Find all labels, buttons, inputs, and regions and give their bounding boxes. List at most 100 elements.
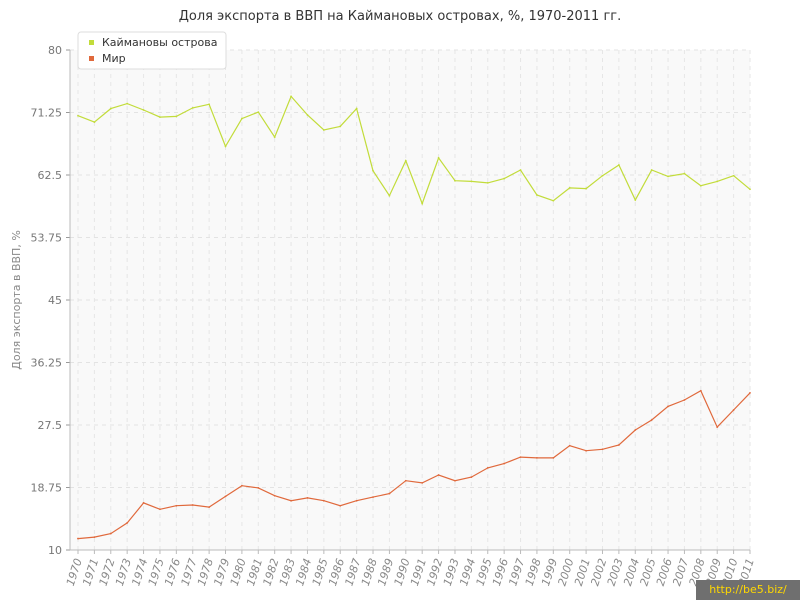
data-point bbox=[109, 107, 112, 110]
data-point bbox=[241, 117, 243, 120]
data-point bbox=[683, 172, 686, 175]
data-point bbox=[388, 492, 391, 495]
legend-swatch bbox=[89, 40, 94, 45]
legend-swatch bbox=[89, 56, 94, 61]
data-point bbox=[355, 499, 358, 502]
data-point bbox=[388, 194, 391, 197]
chart-title: Доля экспорта в ВВП на Каймановых остров… bbox=[178, 9, 622, 24]
y-tick-label: 36.25 bbox=[31, 357, 63, 370]
data-point bbox=[306, 496, 309, 499]
data-point bbox=[339, 125, 342, 128]
data-point bbox=[208, 506, 211, 509]
data-point bbox=[191, 504, 194, 506]
data-point bbox=[699, 184, 702, 187]
legend-label: Мир bbox=[102, 52, 126, 65]
data-point bbox=[322, 129, 325, 131]
data-point bbox=[142, 109, 145, 111]
data-point bbox=[519, 456, 522, 459]
data-point bbox=[732, 174, 735, 177]
y-tick-label: 45 bbox=[48, 294, 62, 307]
data-point bbox=[404, 159, 407, 162]
data-point bbox=[536, 456, 538, 459]
data-point bbox=[601, 174, 604, 177]
data-point bbox=[437, 156, 440, 159]
data-point bbox=[667, 405, 669, 408]
data-point bbox=[159, 116, 161, 119]
data-point bbox=[93, 121, 96, 124]
data-point bbox=[667, 175, 669, 178]
data-point bbox=[175, 504, 178, 507]
data-point bbox=[77, 537, 79, 540]
data-point bbox=[716, 426, 719, 429]
data-point bbox=[175, 115, 178, 118]
data-point bbox=[585, 187, 587, 190]
data-point bbox=[421, 481, 424, 484]
watermark[interactable]: http://be5.biz/ bbox=[696, 580, 800, 600]
data-point bbox=[208, 103, 211, 106]
data-point bbox=[486, 181, 489, 184]
data-point bbox=[322, 499, 325, 502]
data-point bbox=[109, 532, 112, 535]
data-point bbox=[470, 476, 473, 479]
data-point bbox=[224, 145, 227, 148]
data-point bbox=[355, 107, 358, 110]
data-point bbox=[437, 474, 440, 476]
data-point bbox=[306, 114, 309, 116]
data-point bbox=[372, 496, 374, 499]
data-point bbox=[568, 444, 571, 447]
series-line-0 bbox=[77, 95, 751, 206]
data-point bbox=[93, 536, 96, 539]
y-axis-title: Доля экспорта в ВВП, % bbox=[10, 230, 23, 370]
data-point bbox=[732, 409, 735, 411]
data-point bbox=[241, 484, 243, 487]
data-point bbox=[585, 449, 587, 452]
data-point bbox=[617, 444, 620, 446]
data-point bbox=[650, 419, 653, 421]
data-point bbox=[191, 106, 194, 109]
data-point bbox=[503, 462, 506, 465]
data-point bbox=[404, 479, 407, 482]
data-point bbox=[486, 466, 489, 469]
data-point bbox=[126, 102, 129, 105]
data-point bbox=[372, 169, 374, 172]
data-point bbox=[749, 188, 751, 191]
data-point bbox=[503, 177, 506, 180]
data-point bbox=[519, 169, 522, 171]
y-tick-label: 62.5 bbox=[38, 169, 63, 182]
data-point bbox=[552, 456, 555, 459]
y-tick-label: 18.75 bbox=[31, 482, 63, 495]
data-point bbox=[273, 494, 276, 497]
data-point bbox=[454, 479, 456, 482]
data-point bbox=[421, 202, 424, 205]
legend-box bbox=[77, 31, 227, 70]
data-point bbox=[224, 495, 227, 498]
data-point bbox=[273, 136, 276, 139]
y-tick-label: 71.25 bbox=[31, 107, 63, 120]
data-point bbox=[650, 169, 653, 171]
data-point bbox=[716, 180, 719, 183]
data-point bbox=[142, 501, 145, 504]
y-tick-label: 80 bbox=[48, 44, 62, 57]
data-point bbox=[601, 448, 604, 451]
data-point bbox=[634, 199, 637, 201]
data-point bbox=[699, 389, 702, 392]
data-point bbox=[634, 429, 637, 431]
data-point bbox=[339, 504, 342, 507]
y-tick-label: 53.75 bbox=[31, 232, 63, 245]
y-tick-label: 10 bbox=[48, 544, 62, 557]
data-point bbox=[290, 499, 292, 502]
data-point bbox=[290, 95, 292, 98]
data-point bbox=[683, 399, 686, 401]
data-point bbox=[257, 486, 260, 489]
data-point bbox=[159, 508, 161, 511]
data-point bbox=[536, 194, 538, 196]
data-point bbox=[454, 179, 456, 182]
data-point bbox=[77, 114, 79, 117]
legend-label: Каймановы острова bbox=[102, 36, 217, 49]
data-point bbox=[617, 164, 620, 166]
data-point bbox=[749, 391, 751, 394]
data-point bbox=[552, 199, 555, 202]
data-point bbox=[470, 180, 473, 183]
data-point bbox=[257, 111, 260, 114]
